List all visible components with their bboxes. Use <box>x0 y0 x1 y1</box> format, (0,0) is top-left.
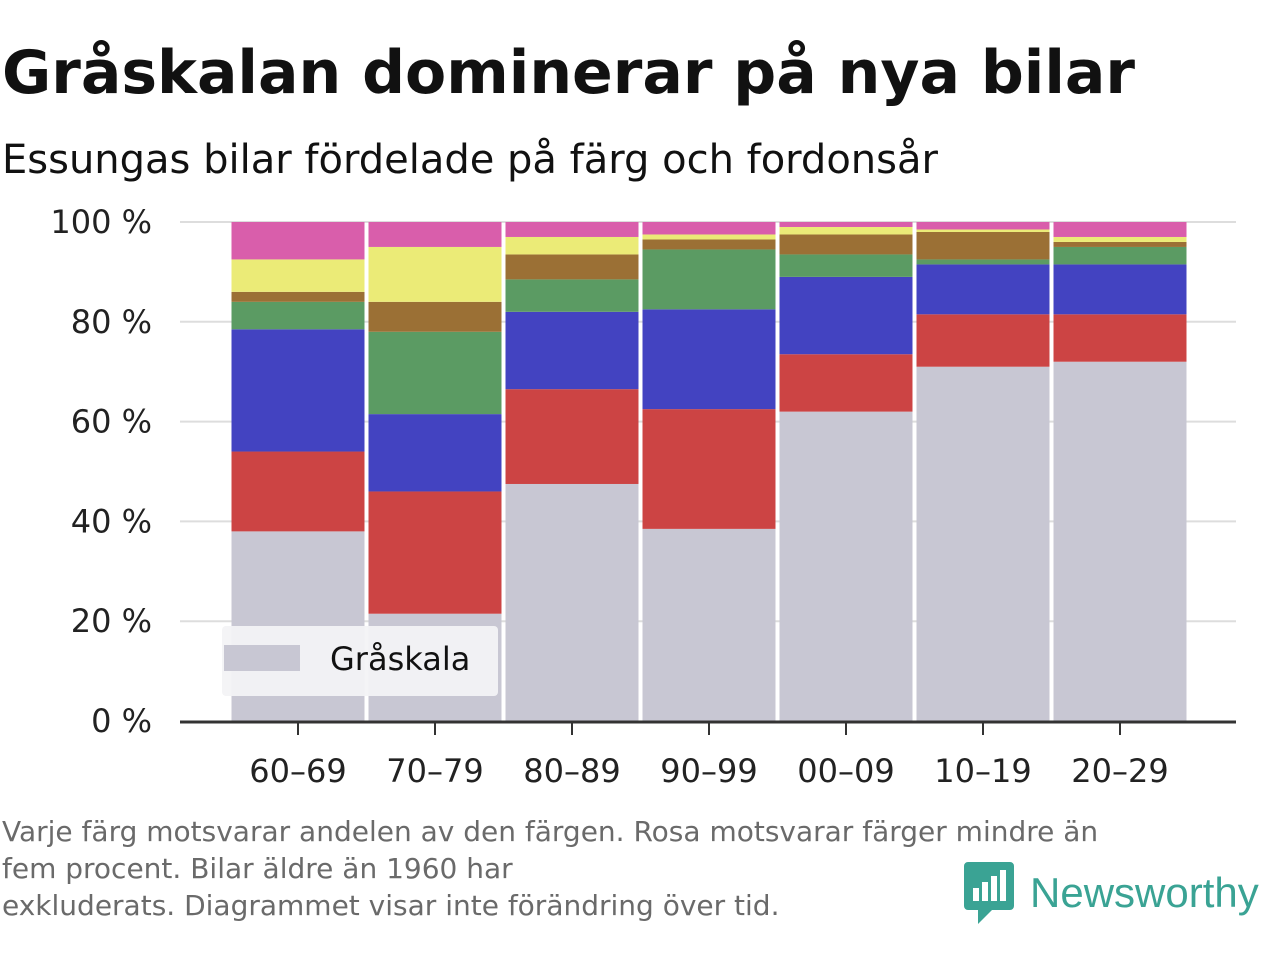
y-tick-label: 60 % <box>71 403 152 441</box>
bar-segment <box>779 411 913 721</box>
bar-segment <box>916 229 1050 232</box>
bar-segment <box>916 231 1050 260</box>
bar-segment <box>368 246 502 302</box>
newsworthy-logo-icon <box>964 862 1014 924</box>
bar-segment <box>231 291 365 302</box>
bar-stack <box>916 222 1050 721</box>
newsworthy-brand: Newsworthy <box>964 862 1259 924</box>
bar-stack <box>1053 222 1187 721</box>
bar-stack <box>779 222 913 721</box>
y-tick-label: 40 % <box>71 502 152 540</box>
bar-segment <box>779 354 913 412</box>
bar-segment <box>1053 264 1187 315</box>
bar-segment <box>1053 241 1187 247</box>
bar-segment <box>368 414 502 492</box>
y-axis-tick-labels: 0 % 20 % 40 % 60 % 80 % 100 % <box>50 203 152 740</box>
bar-stack <box>505 222 639 721</box>
legend-background <box>222 626 498 696</box>
bar-segment <box>642 528 776 721</box>
x-tick-label: 00–09 <box>797 752 894 790</box>
bar-segment <box>779 222 913 227</box>
y-tick-label: 100 % <box>50 203 152 241</box>
x-tick-label: 70–79 <box>386 752 483 790</box>
bar-segment <box>642 234 776 240</box>
bar-segment <box>505 311 639 390</box>
y-tick-label: 0 % <box>91 702 152 740</box>
footnote: Varje färg motsvarar andelen av den färg… <box>2 814 1252 925</box>
bar-segment <box>231 451 365 532</box>
legend: Gråskala <box>222 626 498 696</box>
bar-segment <box>642 309 776 410</box>
bar-segment <box>779 226 913 235</box>
bar-segment <box>642 249 776 310</box>
legend-swatch-graskala <box>224 645 300 671</box>
bar-segment <box>505 483 639 721</box>
x-tick-label: 80–89 <box>523 752 620 790</box>
x-axis <box>180 720 1236 735</box>
bar-segment <box>505 222 639 237</box>
bar-segment <box>1053 236 1187 242</box>
y-tick-label: 80 % <box>71 303 152 341</box>
bar-segment <box>505 236 639 255</box>
bar-segment <box>642 409 776 529</box>
bar-segment <box>916 259 1050 265</box>
bar-segment <box>368 491 502 614</box>
bar-segment <box>916 366 1050 721</box>
footnote-line-3: exkluderats. Diagrammet visar inte förän… <box>2 888 780 922</box>
bar-segment <box>231 301 365 330</box>
bar-stack <box>642 222 776 721</box>
bar-segment <box>505 254 639 280</box>
bar-segment <box>779 234 913 255</box>
y-tick-label: 20 % <box>71 602 152 640</box>
newsworthy-wordmark: Newsworthy <box>1030 869 1259 916</box>
bar-segment <box>368 222 502 247</box>
bar-segment <box>1053 314 1187 362</box>
stacked-bar-chart: 0 % 20 % 40 % 60 % 80 % 100 % 60–69 70–79 80–89… <box>50 203 1236 790</box>
bar-segment <box>505 389 639 484</box>
bar-segment <box>231 222 365 260</box>
bar-segment <box>505 279 639 312</box>
bar-segment <box>1053 246 1187 265</box>
bar-segment <box>779 276 913 355</box>
bar-segment <box>916 264 1050 315</box>
bar-segment <box>779 254 913 277</box>
x-tick-label: 90–99 <box>660 752 757 790</box>
bar-segment <box>231 329 365 452</box>
bar-segment <box>368 301 502 332</box>
x-tick-label: 60–69 <box>249 752 346 790</box>
bar-segment <box>916 222 1050 230</box>
legend-label-graskala: Gråskala <box>330 640 470 678</box>
bar-segment <box>642 222 776 235</box>
chart-subtitle: Essungas bilar fördelade på färg och for… <box>2 137 938 183</box>
bar-segment <box>368 331 502 415</box>
x-tick-label: 20–29 <box>1071 752 1168 790</box>
bar-segment <box>231 259 365 292</box>
chart-title: Gråskalan dominerar på nya bilar <box>2 38 1135 108</box>
footnote-line-2: fem procent. Bilar äldre än 1960 har <box>2 851 513 885</box>
footnote-line-1: Varje färg motsvarar andelen av den färg… <box>2 815 1099 848</box>
bar-segment <box>1053 222 1187 237</box>
x-tick-label: 10–19 <box>934 752 1031 790</box>
bar-segment <box>916 314 1050 367</box>
x-axis-tick-labels: 60–69 70–79 80–89 90–99 00–09 10–19 20–29 <box>249 752 1168 790</box>
bar-segment <box>1053 361 1187 721</box>
bar-segment <box>642 239 776 250</box>
